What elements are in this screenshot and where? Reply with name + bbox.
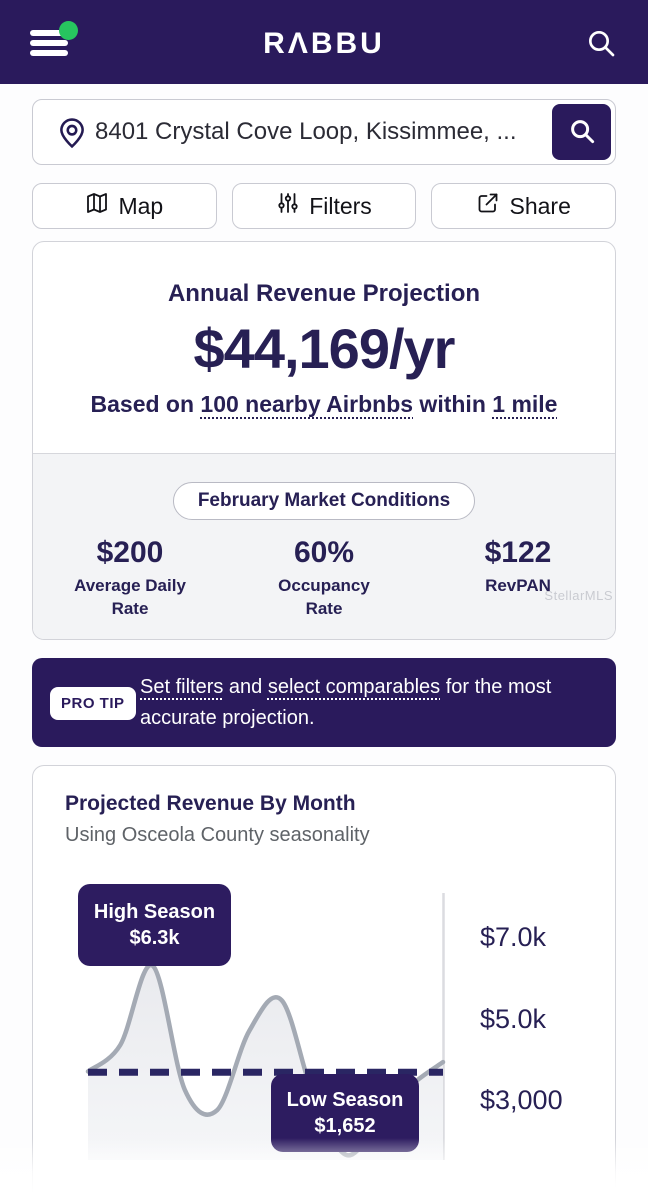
- high-season-value: $6.3k: [129, 926, 180, 949]
- stat-revpan: $122 RevPAN: [421, 536, 615, 620]
- notification-dot: [59, 21, 78, 40]
- y-tick-label: $7.0k: [480, 922, 547, 952]
- pro-tip-text: Set filters and select comparables for t…: [140, 672, 592, 734]
- search-icon: [567, 119, 597, 149]
- hamburger-menu-button[interactable]: [30, 21, 78, 58]
- select-comparables-link[interactable]: select comparables: [267, 676, 441, 698]
- address-input[interactable]: [95, 100, 535, 164]
- low-season-label: Low Season: [286, 1088, 404, 1111]
- top-navbar: RΛBBU: [0, 0, 648, 84]
- chart-title: Projected Revenue By Month: [65, 792, 356, 815]
- map-button-label: Map: [118, 192, 164, 219]
- low-season-value: $1,652: [314, 1114, 376, 1137]
- hamburger-bar: [30, 30, 68, 36]
- rabbu-logo: RΛBBU: [263, 27, 385, 60]
- filters-button-label: Filters: [309, 192, 372, 219]
- market-stats-row: $200 Average Daily Rate 60% Occupancy Ra…: [33, 536, 615, 620]
- pro-tip-badge: PRO TIP: [50, 687, 136, 720]
- stat-label: RevPAN: [485, 576, 551, 595]
- stat-value: $200: [96, 536, 164, 569]
- hamburger-bar: [30, 50, 68, 56]
- stat-value: $122: [484, 536, 552, 569]
- based-on-prefix: Based on: [90, 391, 201, 417]
- based-on-line: Based on 100 nearby Airbnbs within 1 mil…: [33, 391, 615, 418]
- set-filters-link[interactable]: Set filters: [140, 676, 224, 698]
- location-pin-icon: [55, 116, 89, 155]
- revenue-projection-title: Annual Revenue Projection: [167, 280, 481, 307]
- search-icon: [585, 31, 617, 62]
- mls-watermark: StellarMLS: [544, 588, 613, 603]
- filters-button[interactable]: Filters: [231, 183, 417, 229]
- hamburger-bar: [30, 40, 68, 46]
- share-icon: [476, 191, 500, 221]
- action-button-row: Map Filters Share: [32, 183, 617, 229]
- bottom-fade-overlay: [0, 1138, 648, 1200]
- map-icon: [85, 191, 109, 221]
- share-button[interactable]: Share: [431, 183, 617, 229]
- navbar-search-button[interactable]: [584, 27, 618, 61]
- market-conditions-badge: February Market Conditions: [172, 482, 476, 520]
- chart-subtitle: Using Osceola County seasonality: [65, 824, 370, 846]
- high-season-label: High Season: [93, 900, 216, 923]
- pro-tip-banner: PRO TIP Set filters and select comparabl…: [32, 658, 616, 747]
- y-tick-label: $3,000: [480, 1085, 563, 1115]
- search-submit-button[interactable]: [552, 104, 611, 160]
- stat-average-daily-rate: $200 Average Daily Rate: [33, 536, 227, 620]
- stat-label: Occupancy Rate: [278, 576, 370, 618]
- radius-link[interactable]: 1 mile: [492, 391, 558, 417]
- pro-tip-mid: and: [223, 676, 268, 698]
- share-button-label: Share: [509, 192, 571, 219]
- revenue-projection-top: Annual Revenue Projection $44,169/yr Bas…: [33, 242, 615, 453]
- high-season-tooltip: High Season $6.3k: [78, 884, 231, 966]
- pro-tip-rest: for the most accurate projection.: [140, 676, 557, 729]
- filters-icon: [276, 191, 300, 221]
- map-button[interactable]: Map: [32, 183, 217, 229]
- stat-label: Average Daily Rate: [74, 576, 186, 618]
- y-tick-label: $5.0k: [480, 1004, 547, 1034]
- revenue-projection-card: Annual Revenue Projection $44,169/yr Bas…: [32, 241, 616, 640]
- stat-occupancy-rate: 60% Occupancy Rate: [227, 536, 421, 620]
- nearby-airbnbs-link[interactable]: 100 nearby Airbnbs: [200, 391, 414, 417]
- stat-value: 60%: [293, 536, 355, 569]
- market-conditions-section: February Market Conditions $200 Average …: [33, 453, 615, 639]
- based-on-mid: within: [413, 391, 493, 417]
- address-search-bar: [32, 99, 616, 165]
- annual-revenue-amount: $44,169/yr: [193, 317, 456, 380]
